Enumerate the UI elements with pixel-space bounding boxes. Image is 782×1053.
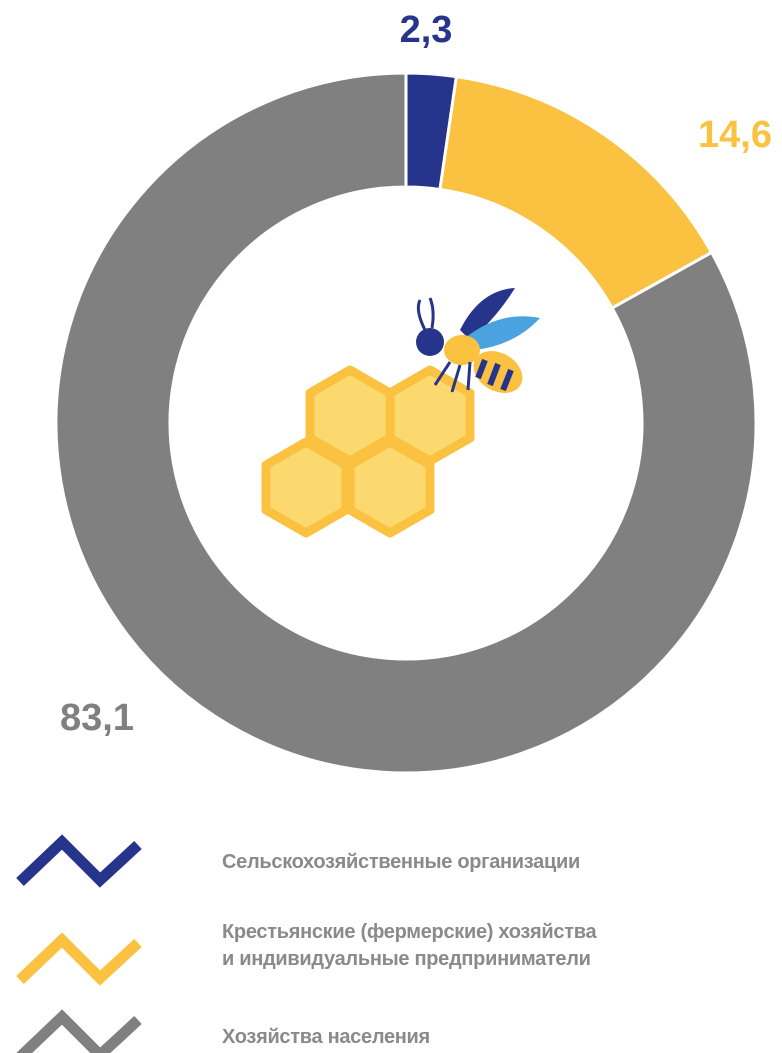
legend-icon [16, 834, 142, 888]
legend-label: Хозяйства населения [222, 1025, 430, 1048]
value-label: 14,6 [698, 114, 772, 156]
legend-icon [16, 932, 142, 986]
slice [54, 71, 758, 775]
legend-label: Крестьянские (фермерские) хозяйства и ин… [222, 921, 597, 970]
slice [438, 74, 714, 311]
value-label: 83,1 [60, 697, 134, 739]
bee-icon [416, 288, 540, 393]
donut [54, 71, 758, 775]
value-label: 2,3 [400, 9, 453, 51]
honeycomb-icon [261, 365, 475, 538]
legend-icon [16, 1009, 142, 1053]
legend-label: Сельскохозяйственные организации [222, 850, 580, 873]
